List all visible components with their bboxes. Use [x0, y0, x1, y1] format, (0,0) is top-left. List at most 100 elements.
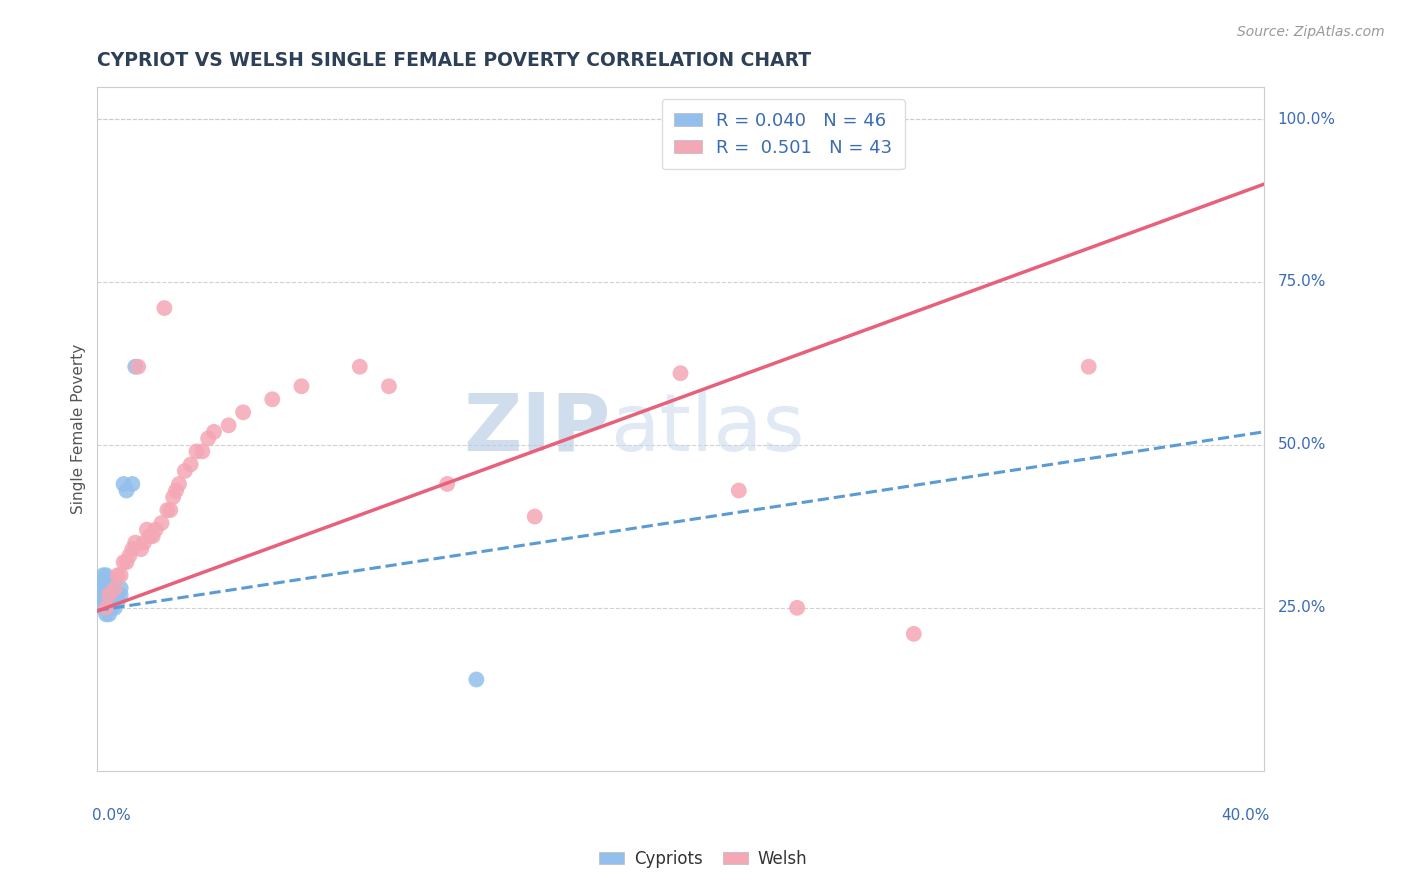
Text: 100.0%: 100.0% [1278, 112, 1336, 127]
Point [89, 588, 111, 602]
Text: 0.0%: 0.0% [91, 808, 131, 823]
Point [232, 405, 254, 419]
Point [118, 549, 141, 563]
Point [94, 588, 117, 602]
Point [110, 568, 132, 582]
Point [91, 568, 114, 582]
Point [94, 600, 117, 615]
Point [159, 503, 181, 517]
Point [139, 529, 162, 543]
Point [262, 392, 284, 407]
Point [89, 581, 111, 595]
Point [91, 574, 114, 589]
Point [465, 673, 488, 687]
Point [91, 600, 114, 615]
Text: Source: ZipAtlas.com: Source: ZipAtlas.com [1237, 25, 1385, 39]
Point [349, 359, 371, 374]
Point [98, 581, 121, 595]
Point [127, 359, 149, 374]
Legend: Cypriots, Welsh: Cypriots, Welsh [592, 844, 814, 875]
Point [94, 607, 117, 622]
Point [89, 581, 111, 595]
Point [523, 509, 546, 524]
Point [112, 477, 135, 491]
Point [903, 627, 925, 641]
Point [107, 568, 129, 582]
Point [121, 542, 143, 557]
Y-axis label: Single Female Poverty: Single Female Poverty [72, 343, 86, 514]
Point [94, 581, 117, 595]
Point [165, 483, 187, 498]
Point [202, 425, 225, 439]
Point [153, 301, 176, 315]
Point [786, 600, 808, 615]
Point [91, 588, 114, 602]
Point [101, 581, 124, 595]
Point [180, 458, 202, 472]
Point [98, 600, 121, 615]
Point [107, 588, 129, 602]
Point [91, 594, 114, 608]
Text: atlas: atlas [610, 390, 804, 467]
Point [135, 523, 157, 537]
Text: 40.0%: 40.0% [1222, 808, 1270, 823]
Text: 25.0%: 25.0% [1278, 600, 1326, 615]
Point [378, 379, 401, 393]
Point [104, 594, 127, 608]
Text: ZIP: ZIP [464, 390, 610, 467]
Point [112, 555, 135, 569]
Text: CYPRIOT VS WELSH SINGLE FEMALE POVERTY CORRELATION CHART: CYPRIOT VS WELSH SINGLE FEMALE POVERTY C… [97, 51, 811, 70]
Point [98, 607, 121, 622]
Point [115, 483, 138, 498]
Point [197, 431, 219, 445]
Point [98, 588, 121, 602]
Point [101, 600, 124, 615]
Point [94, 594, 117, 608]
Point [218, 418, 240, 433]
Point [132, 535, 155, 549]
Point [94, 588, 117, 602]
Point [94, 568, 117, 582]
Point [110, 581, 132, 595]
Point [669, 366, 692, 380]
Point [98, 588, 121, 602]
Point [115, 555, 138, 569]
Point [91, 588, 114, 602]
Point [94, 600, 117, 615]
Point [150, 516, 173, 530]
Point [124, 535, 146, 549]
Text: 50.0%: 50.0% [1278, 437, 1326, 452]
Point [89, 588, 111, 602]
Point [104, 600, 127, 615]
Point [91, 581, 114, 595]
Legend: R = 0.040   N = 46, R =  0.501   N = 43: R = 0.040 N = 46, R = 0.501 N = 43 [662, 99, 904, 169]
Point [290, 379, 312, 393]
Text: 75.0%: 75.0% [1278, 275, 1326, 290]
Point [107, 594, 129, 608]
Point [110, 588, 132, 602]
Point [91, 581, 114, 595]
Point [186, 444, 208, 458]
Point [191, 444, 214, 458]
Point [145, 523, 167, 537]
Point [98, 574, 121, 589]
Point [1077, 359, 1099, 374]
Point [98, 594, 121, 608]
Point [101, 588, 124, 602]
Point [104, 581, 127, 595]
Point [129, 542, 152, 557]
Point [156, 503, 179, 517]
Point [101, 594, 124, 608]
Point [104, 581, 127, 595]
Point [124, 359, 146, 374]
Point [94, 581, 117, 595]
Point [94, 574, 117, 589]
Point [89, 588, 111, 602]
Point [727, 483, 749, 498]
Point [436, 477, 458, 491]
Point [104, 588, 127, 602]
Point [173, 464, 195, 478]
Point [121, 477, 143, 491]
Point [142, 529, 165, 543]
Point [162, 490, 184, 504]
